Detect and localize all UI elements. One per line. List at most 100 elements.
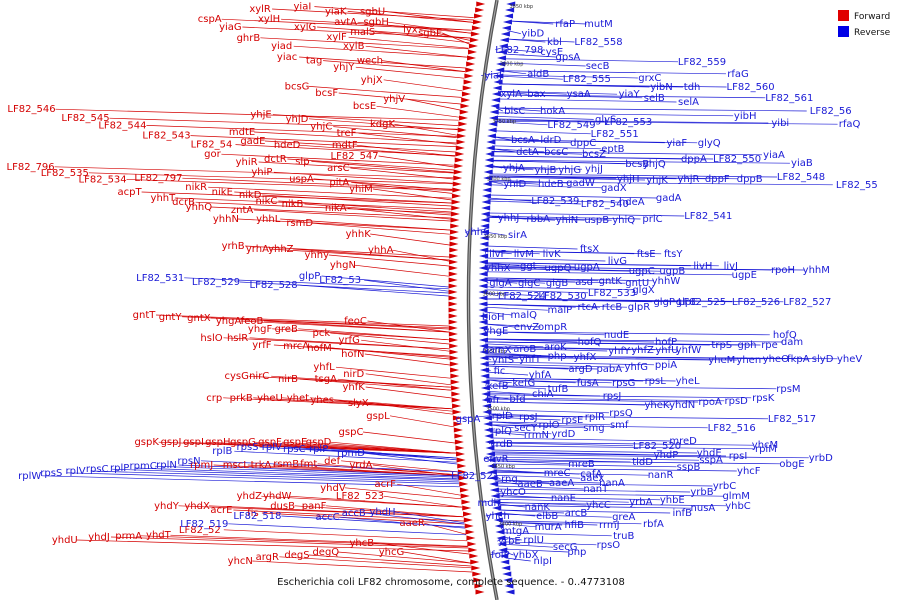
gene-label[interactable]: yhcF — [737, 466, 761, 477]
gene-label[interactable]: LF82_797 — [134, 173, 182, 184]
gene-label[interactable]: livG — [608, 256, 627, 267]
gene-label[interactable]: gntK — [599, 276, 623, 287]
gene-label[interactable]: hofQ — [578, 337, 602, 348]
gene-label[interactable]: yhbC — [725, 501, 751, 512]
gene-label[interactable]: yiaB — [791, 158, 813, 169]
gene-label[interactable]: rpsG — [612, 378, 635, 389]
gene-label[interactable]: LF82_517 — [768, 414, 816, 425]
gene-label[interactable]: rpsC — [86, 464, 109, 475]
gene-label[interactable]: yhfY — [608, 346, 631, 357]
gene-label[interactable]: LF82_558 — [574, 37, 622, 48]
gene-label[interactable]: prmA — [115, 531, 142, 542]
gene-label[interactable]: accC — [316, 512, 340, 523]
gene-label[interactable]: hofP — [655, 337, 677, 348]
gene-label[interactable]: greA — [612, 512, 635, 523]
gene-label[interactable]: bcsF — [315, 88, 338, 99]
gene-label[interactable]: degS — [284, 550, 309, 561]
gene-label[interactable]: glgX — [632, 285, 654, 296]
gene-label[interactable]: yhhX — [485, 263, 511, 274]
gene-label[interactable]: sspA — [699, 455, 723, 466]
gene-label[interactable]: LF82_533 — [588, 288, 636, 299]
gene-label[interactable]: ftsY — [664, 249, 683, 260]
gene-label[interactable]: yhjR — [678, 174, 700, 185]
gene-label[interactable]: gspH — [205, 437, 230, 448]
gene-label[interactable]: LF82_798 — [495, 45, 543, 56]
gene-label[interactable]: hdeB — [538, 179, 564, 190]
gene-label[interactable]: gntT — [133, 310, 157, 321]
gene-label[interactable]: rplV — [66, 466, 86, 477]
gene-label[interactable]: gadE — [240, 136, 265, 147]
gene-label[interactable]: mscL — [223, 460, 249, 471]
gene-label[interactable]: rplO — [538, 420, 559, 431]
gene-label[interactable]: hofQ — [773, 330, 797, 341]
gene-label[interactable]: yhjJ — [585, 164, 603, 175]
gene-label[interactable]: nanK — [525, 502, 551, 513]
gene-label[interactable]: yhdU — [52, 535, 78, 546]
gene-label[interactable]: yhfU — [655, 345, 678, 356]
gene-label[interactable]: yrbB — [690, 487, 713, 498]
gene-label[interactable]: acrE — [210, 505, 232, 516]
gene-label[interactable]: selB — [644, 93, 665, 104]
gene-label[interactable]: rpmD — [337, 448, 365, 459]
gene-label[interactable]: LF82_547 — [331, 151, 379, 162]
gene-label[interactable]: yhdW — [263, 491, 292, 502]
gene-label[interactable]: yhdV — [320, 483, 346, 494]
gene-label[interactable]: bax — [527, 89, 545, 100]
gene-label[interactable]: yiaK — [325, 6, 347, 17]
gene-label[interactable]: aaex — [580, 473, 604, 484]
gene-label[interactable]: yrbD — [809, 453, 833, 464]
gene-label[interactable]: yhcC — [586, 500, 611, 511]
gene-label[interactable]: bcsC — [544, 147, 568, 158]
gene-label[interactable]: smf — [610, 420, 629, 431]
gene-label[interactable]: glpP — [299, 271, 321, 282]
gene-label[interactable]: yrdB — [490, 439, 513, 450]
gene-label[interactable]: tldD — [632, 457, 653, 468]
gene-label[interactable]: glgB — [546, 278, 568, 289]
gene-label[interactable]: yheV — [837, 354, 862, 365]
gene-label[interactable]: yhfW — [676, 345, 702, 356]
gene-label[interactable]: glgC — [518, 278, 540, 289]
gene-label[interactable]: pck — [312, 328, 330, 339]
gene-label[interactable]: rpmC — [130, 461, 157, 472]
gene-label[interactable]: yhcO — [500, 487, 526, 498]
gene-label[interactable]: LF82_550 — [713, 154, 761, 165]
gene-label[interactable]: fkpA — [787, 354, 810, 365]
gene-label[interactable]: hokA — [540, 106, 565, 117]
gene-label[interactable]: LF82_559 — [678, 57, 726, 68]
gene-label[interactable]: LF82_551 — [591, 129, 639, 140]
gene-label[interactable]: nikD — [239, 190, 262, 201]
gene-label[interactable]: tufB — [548, 384, 569, 395]
gene-label[interactable]: yhch — [486, 511, 510, 522]
gene-label[interactable]: yhdH — [369, 507, 395, 518]
gene-label[interactable]: rtcA — [578, 302, 599, 313]
gene-label[interactable]: degQ — [312, 547, 339, 558]
gene-label[interactable]: rbfA — [643, 519, 664, 530]
gene-label[interactable]: rplB — [212, 446, 232, 457]
gene-label[interactable]: tdh — [684, 82, 701, 93]
gene-label[interactable]: yhfS — [492, 355, 514, 366]
gene-label[interactable]: gspG — [230, 437, 256, 448]
gene-label[interactable]: yhjH — [617, 174, 640, 185]
gene-label[interactable]: bisC — [504, 106, 525, 117]
gene-label[interactable]: LF82_525 — [678, 297, 726, 308]
gene-label[interactable]: yiad — [271, 41, 292, 52]
gene-label[interactable]: nirB — [278, 374, 298, 385]
gene-label[interactable]: LF82_55 — [836, 180, 878, 191]
gene-label[interactable]: LF82_535 — [41, 168, 89, 179]
gene-label[interactable]: nudE — [604, 330, 629, 341]
gene-label[interactable]: yhhT — [151, 193, 177, 204]
gene-label[interactable]: rpsI — [729, 451, 748, 462]
gene-label[interactable]: yhjY — [333, 62, 355, 73]
gene-label[interactable]: yrhB — [222, 241, 245, 252]
gene-label[interactable]: yhfT — [519, 354, 542, 365]
gene-label[interactable]: yheU — [257, 393, 283, 404]
gene-label[interactable]: gadW — [566, 178, 595, 189]
gene-label[interactable]: yhdN — [669, 400, 695, 411]
gene-label[interactable]: def — [324, 456, 341, 467]
gene-label[interactable]: ugpB — [659, 266, 685, 277]
gene-label[interactable]: envZ — [514, 322, 539, 333]
gene-label[interactable]: LF82_530 — [538, 291, 586, 302]
gene-label[interactable]: gspJ — [161, 437, 182, 448]
gene-label[interactable]: ppiA — [655, 360, 677, 371]
gene-label[interactable]: slyX — [348, 398, 369, 409]
